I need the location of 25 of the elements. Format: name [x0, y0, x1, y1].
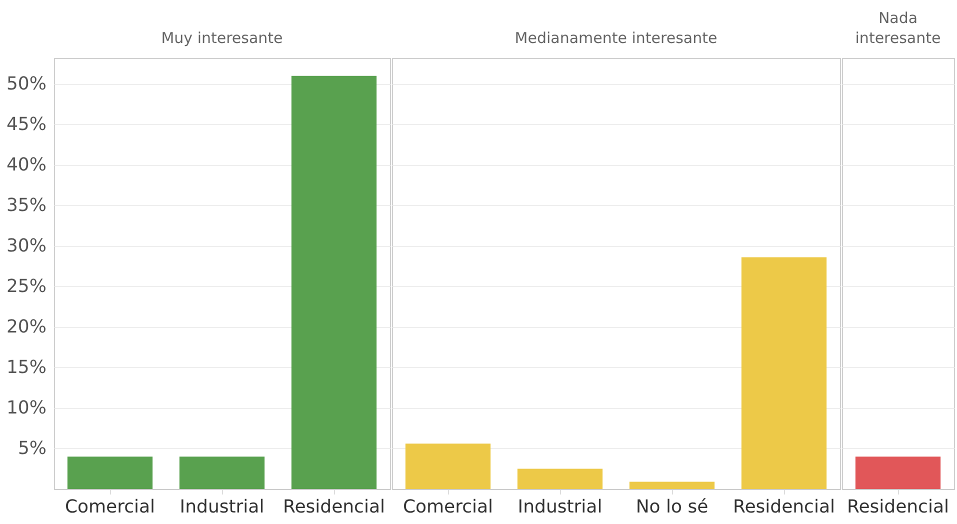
- chart-title: Nada interesante: [855, 9, 941, 47]
- y-tick-label: 45%: [6, 114, 46, 135]
- y-tick-label: 5%: [18, 438, 46, 459]
- x-tick-label: Industrial: [180, 496, 264, 518]
- y-tick-label: 20%: [6, 316, 46, 338]
- bar: [405, 444, 491, 489]
- chart-title: Medianamente interesante: [514, 29, 718, 47]
- x-tick-label: Industrial: [518, 496, 602, 518]
- x-tick-label: Residencial: [283, 496, 385, 518]
- x-tick-label: Residencial: [847, 496, 949, 518]
- x-tick-label: No lo sé: [636, 496, 708, 518]
- x-tick-label: Comercial: [64, 496, 156, 518]
- bar: [517, 468, 603, 489]
- bar: [741, 257, 827, 489]
- chart-title: Muy interesante: [161, 29, 283, 47]
- y-tick-label: 15%: [6, 356, 46, 378]
- y-tick-label: 10%: [6, 397, 46, 418]
- bar: [629, 482, 715, 489]
- y-tick-label: 40%: [6, 154, 46, 176]
- y-tick-label: 30%: [6, 235, 46, 256]
- x-tick-label: Comercial: [402, 496, 494, 518]
- y-tick-label: 35%: [6, 194, 46, 216]
- x-tick-label: Residencial: [733, 496, 835, 518]
- y-tick-label: 50%: [6, 73, 46, 94]
- y-tick-label: 25%: [6, 276, 46, 297]
